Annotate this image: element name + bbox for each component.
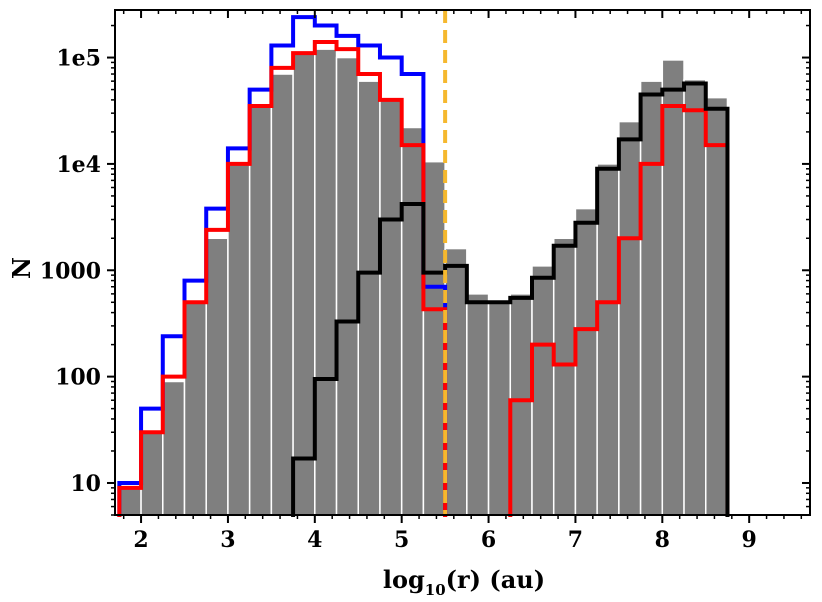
histogram-bar [292, 52, 316, 516]
histogram-bar [661, 59, 685, 516]
histogram-bar [183, 301, 207, 516]
histogram-bar [466, 293, 490, 516]
histogram-bar [140, 431, 164, 516]
histogram-bar [596, 163, 620, 516]
histogram-bar [227, 163, 251, 516]
x-tick-label: 4 [307, 527, 322, 553]
histogram-bar [444, 247, 468, 516]
histogram-bar [509, 293, 533, 516]
histogram-bar [335, 56, 359, 516]
histogram-bar [118, 487, 142, 516]
x-tick-label: 8 [655, 527, 670, 553]
histogram-bar [248, 105, 273, 516]
y-axis-ticks: 10 100 1000 1e4 1e5 [40, 24, 810, 516]
histogram-bar [314, 48, 338, 516]
step-series-1 [117, 15, 448, 517]
step-series-3 [291, 81, 730, 517]
y-axis-title: N [7, 257, 36, 279]
histogram-bar [357, 80, 381, 516]
histogram-bar [162, 380, 186, 516]
histogram-bar [705, 96, 729, 516]
histogram-bar [683, 78, 707, 516]
histogram-bar [400, 126, 425, 516]
x-tick-label: 5 [394, 527, 409, 553]
y-tick-label: 1e4 [56, 152, 101, 178]
y-tick-label: 1000 [40, 258, 101, 284]
histogram-bar [270, 73, 294, 516]
gray-histogram-bars [118, 48, 729, 516]
step-series-2 [117, 40, 730, 517]
histogram-bar [618, 120, 642, 516]
step-series-group [117, 15, 730, 517]
x-tick-label: 6 [481, 527, 496, 553]
histogram-bar [531, 265, 555, 516]
x-tick-label: 3 [220, 527, 235, 553]
x-tick-label: 2 [133, 527, 148, 553]
y-tick-label: 100 [55, 365, 101, 391]
histogram-bar [552, 237, 577, 516]
x-tick-label: 9 [742, 527, 757, 553]
plot-frame [114, 9, 811, 516]
histogram-bar [205, 237, 229, 516]
histogram-bar [639, 80, 664, 516]
x-axis-ticks: 2 3 4 5 6 7 8 9 [122, 10, 803, 553]
x-tick-label: 7 [568, 527, 583, 553]
x-axis-title: log10(r) (au) [383, 565, 545, 599]
y-tick-label: 10 [70, 471, 101, 497]
histogram-bar [422, 160, 446, 516]
y-tick-label: 1e5 [56, 46, 101, 72]
histogram-bar [487, 301, 512, 516]
histogram-bar [574, 207, 598, 516]
histogram-bar [379, 99, 403, 516]
